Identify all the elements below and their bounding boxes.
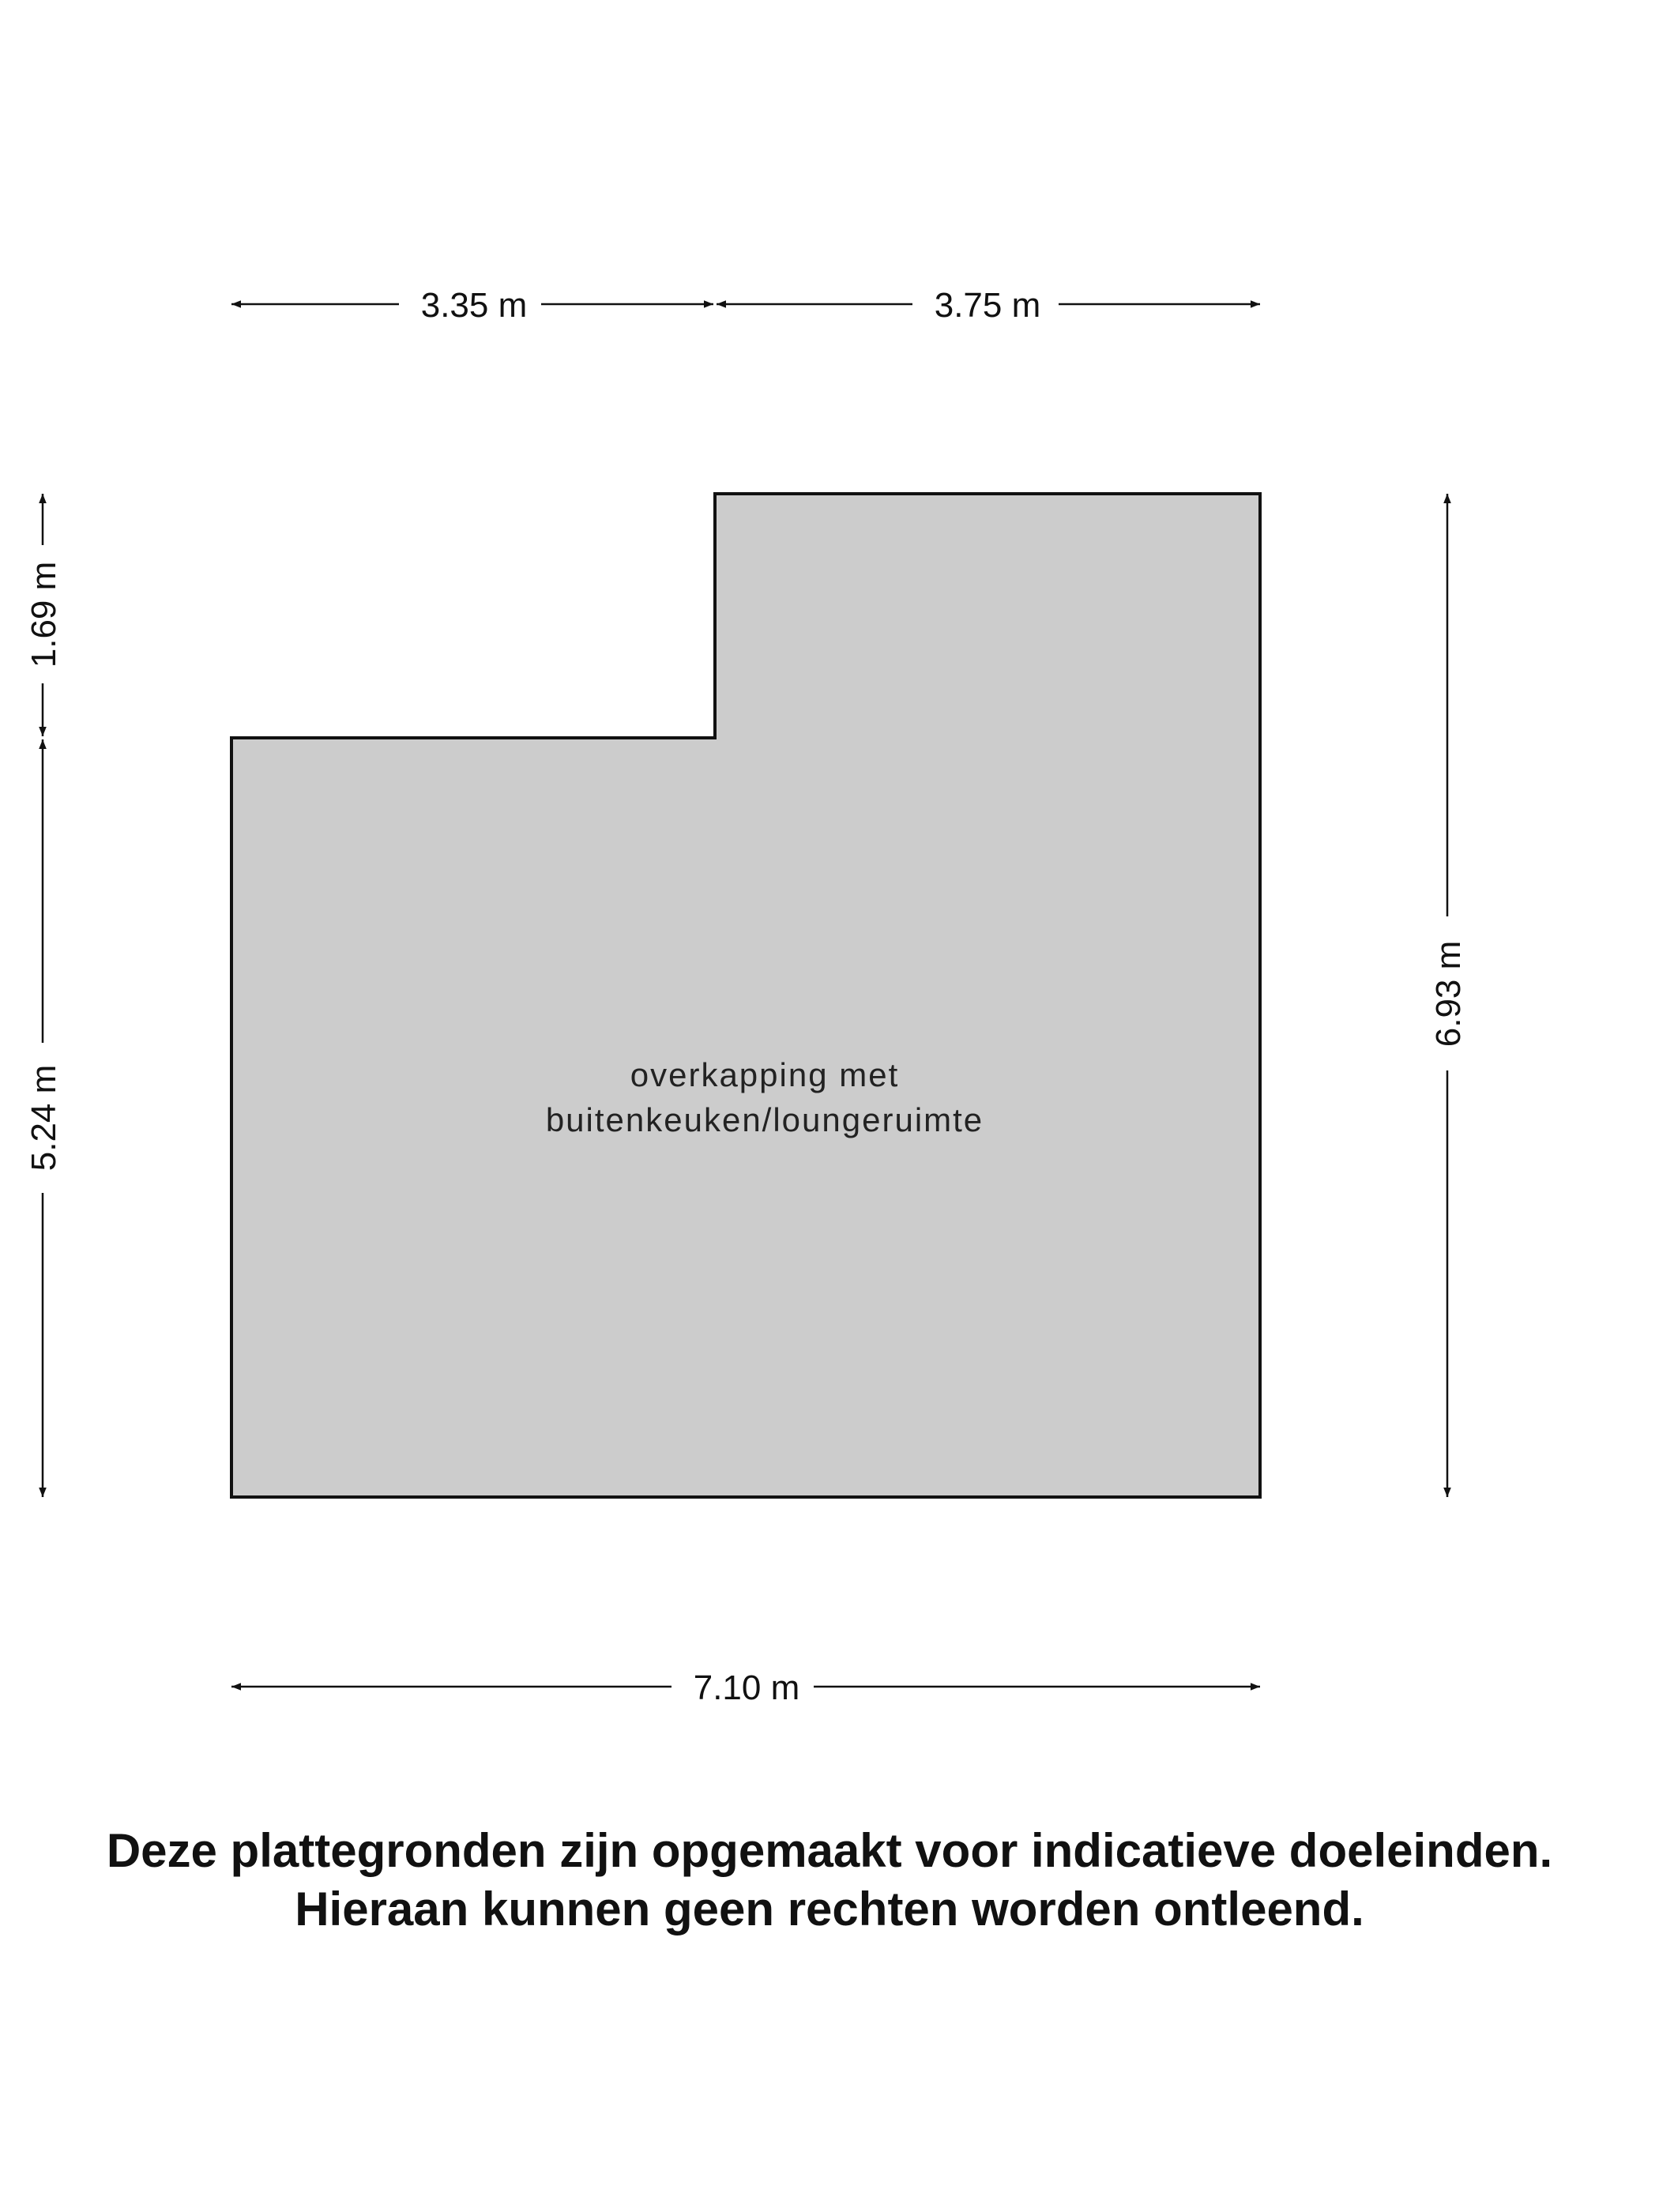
dimension-label: 1.69 m <box>24 562 63 668</box>
disclaimer-line1: Deze plattegronden zijn opgemaakt voor i… <box>106 1824 1553 1877</box>
dimension-top-right: 3.75 m <box>717 286 1260 325</box>
dimension-label: 7.10 m <box>694 1668 800 1707</box>
dimension-top-left: 3.35 m <box>231 286 713 325</box>
dimension-bottom: 7.10 m <box>231 1668 1260 1707</box>
dimension-right: 6.93 m <box>1429 494 1468 1497</box>
dimension-label: 6.93 m <box>1429 941 1468 1048</box>
disclaimer-line2: Hieraan kunnen geen rechten worden ontle… <box>295 1883 1364 1936</box>
room-label-line1: overkapping met <box>630 1056 900 1093</box>
dimension-left-lower: 5.24 m <box>24 739 63 1497</box>
dimension-label: 3.35 m <box>421 286 528 325</box>
room-outline <box>230 492 1262 1499</box>
dimension-label: 3.75 m <box>935 286 1041 325</box>
dimension-left-upper: 1.69 m <box>24 494 63 736</box>
dimension-label: 5.24 m <box>24 1065 63 1172</box>
room-label-line2: buitenkeuken/loungeruimte <box>546 1101 984 1138</box>
